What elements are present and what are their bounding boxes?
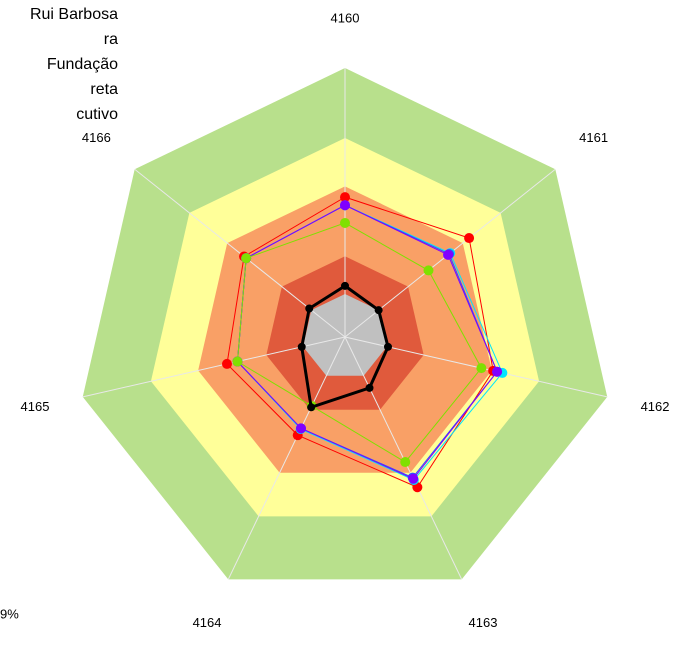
point (492, 366, 503, 377)
point (241, 253, 252, 264)
series-line (226, 196, 494, 488)
legend-label: Rui Barbosa (30, 6, 118, 23)
point (232, 356, 243, 367)
point (476, 363, 487, 374)
axis-label: 4166 (82, 130, 111, 145)
point (423, 265, 434, 276)
point (341, 281, 349, 290)
legend-label: Fundação (47, 56, 118, 73)
axis-label: 4161 (579, 130, 608, 145)
point (295, 423, 306, 434)
legend-label: ra (104, 31, 118, 48)
axis-label: 4162 (641, 399, 670, 414)
point (464, 233, 475, 244)
point (221, 358, 232, 369)
point (374, 306, 383, 315)
point (340, 200, 350, 211)
spoke (227, 336, 346, 580)
axis-label: 4165 (21, 399, 50, 414)
point (365, 383, 374, 392)
series-line (300, 284, 390, 410)
legend-label: cutivo (76, 106, 118, 123)
point (400, 457, 411, 468)
axis-label: 4164 (193, 615, 222, 630)
point (340, 217, 350, 228)
point (297, 342, 306, 351)
point (384, 342, 393, 351)
point (340, 192, 350, 203)
point (307, 403, 316, 412)
annotation: 9% (0, 606, 19, 621)
series-line (236, 222, 482, 463)
axis-label: 4163 (469, 615, 498, 630)
point (408, 473, 419, 484)
axis-label: 4160 (331, 10, 360, 25)
point (305, 304, 314, 313)
legend-label: reta (90, 81, 118, 98)
point (443, 249, 454, 260)
